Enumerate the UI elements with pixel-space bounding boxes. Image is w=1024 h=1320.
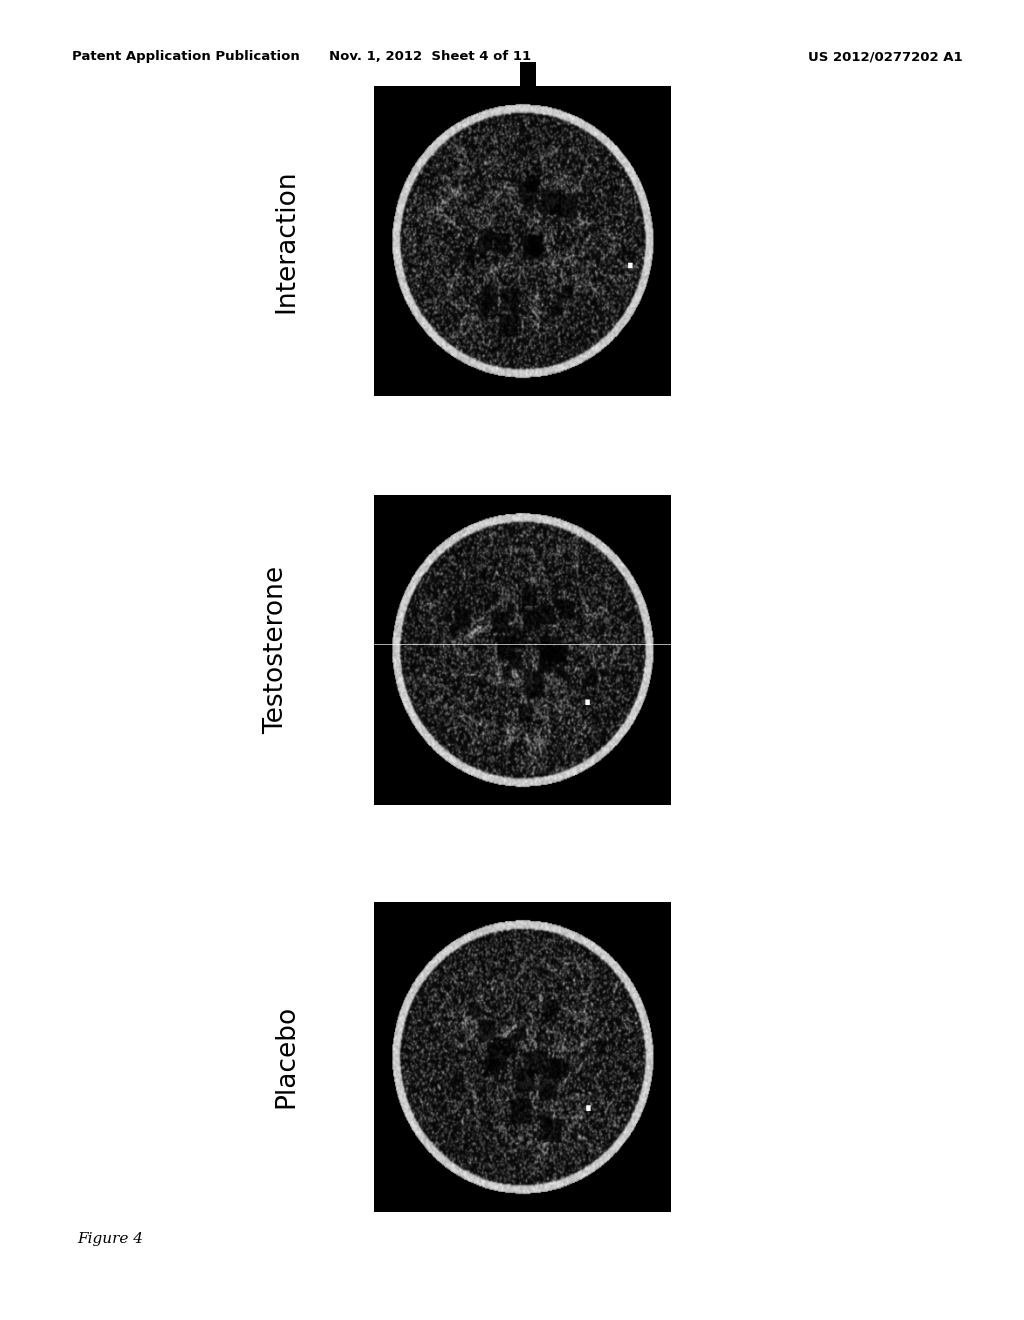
- Bar: [520, 62, 537, 86]
- Text: Patent Application Publication: Patent Application Publication: [72, 50, 299, 63]
- Text: Interaction: Interaction: [273, 170, 300, 313]
- Text: Testosterone: Testosterone: [263, 565, 290, 734]
- Text: US 2012/0277202 A1: US 2012/0277202 A1: [808, 50, 963, 63]
- Text: Nov. 1, 2012  Sheet 4 of 11: Nov. 1, 2012 Sheet 4 of 11: [329, 50, 531, 63]
- Text: Figure 4: Figure 4: [77, 1232, 142, 1246]
- Text: Placebo: Placebo: [273, 1005, 300, 1107]
